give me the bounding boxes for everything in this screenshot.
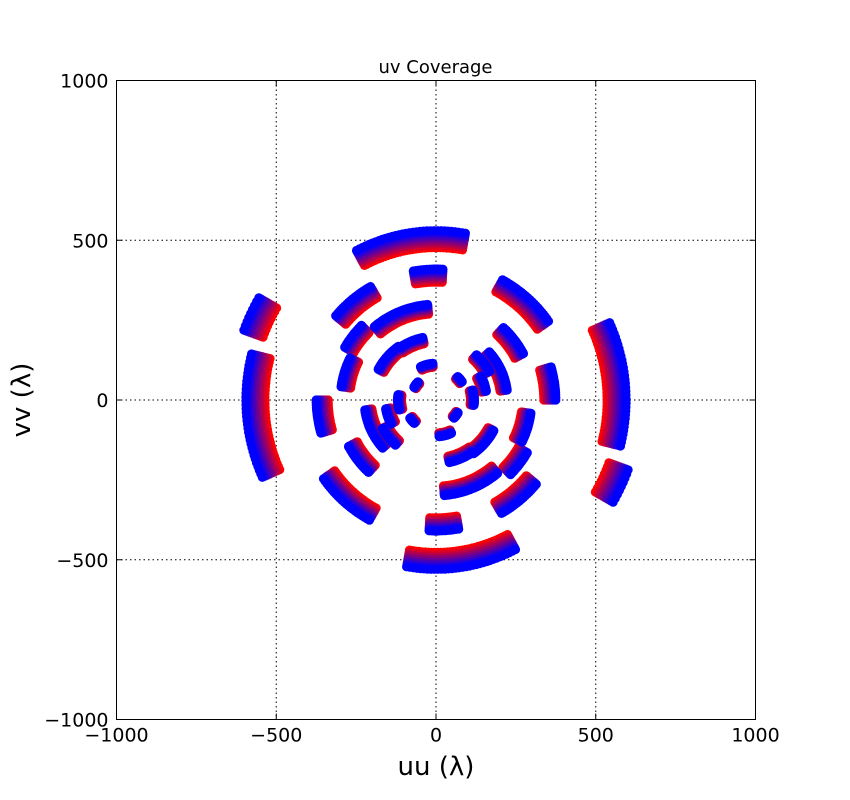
chart-title: uv Coverage (378, 57, 492, 78)
grid-lines (117, 81, 756, 720)
